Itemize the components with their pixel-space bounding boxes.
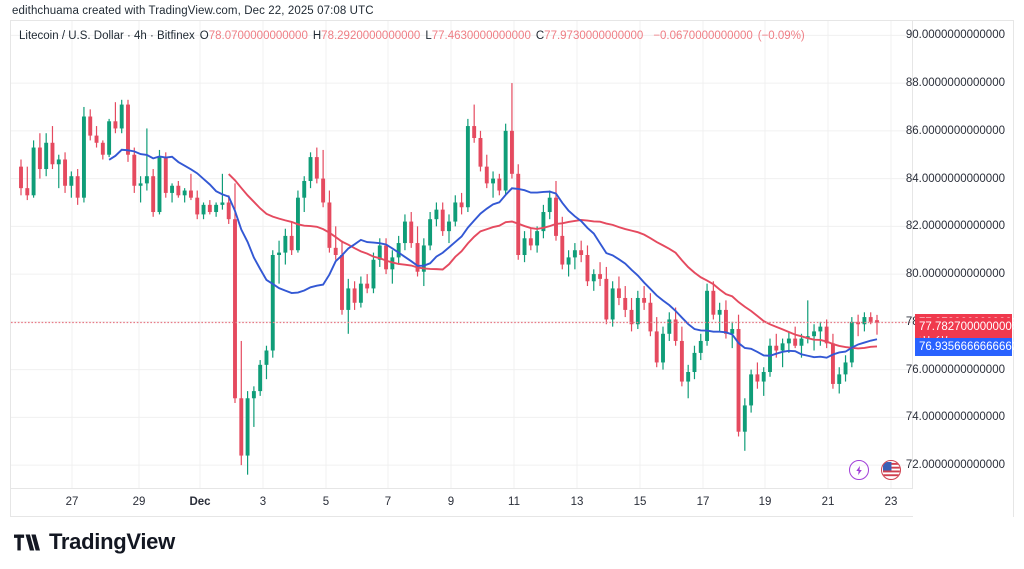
ma50-line — [228, 173, 878, 350]
price-tick-label: 80.0000000000000 — [905, 268, 1005, 281]
change-percent: (−0.09%) — [757, 30, 805, 42]
time-tick-label: Dec — [189, 496, 211, 508]
time-tick-label: 19 — [758, 496, 772, 508]
ma21-line — [108, 148, 878, 359]
ma21-price-badge: 76.9356666666662 — [915, 338, 1018, 357]
grid-lines — [11, 21, 913, 489]
time-tick-label: 7 — [384, 496, 392, 508]
time-tick-label: 11 — [508, 496, 520, 508]
attribution-text: edithchuama created with TradingView.com… — [12, 5, 374, 17]
candlestick-series — [19, 83, 879, 475]
us-flag-icon[interactable] — [881, 460, 901, 480]
chart-plot-area[interactable]: Litecoin / U.S. Dollar · 4h · Bitfinex O7… — [11, 21, 913, 489]
time-tick-label: 13 — [570, 496, 584, 508]
high-prefix: H — [312, 30, 322, 42]
price-tick-label: 84.0000000000000 — [905, 172, 1005, 185]
price-tick-label: 82.0000000000000 — [905, 220, 1005, 233]
change-absolute: −0.0670000000000 — [653, 30, 753, 42]
time-tick-label: 5 — [322, 496, 330, 508]
price-tick-label: 88.0000000000000 — [905, 77, 1005, 90]
time-tick-label: 21 — [821, 496, 835, 508]
chart-corner-icons — [849, 460, 901, 480]
tradingview-wordmark: TradingView — [49, 529, 175, 554]
time-tick-label: 29 — [132, 496, 146, 508]
time-tick-label: 17 — [696, 496, 710, 508]
candlestick-plot — [11, 21, 913, 489]
low-prefix: L — [425, 30, 432, 42]
time-tick-label: 9 — [447, 496, 455, 508]
price-tick-label: 72.0000000000000 — [905, 459, 1005, 472]
ohlc-legend: Litecoin / U.S. Dollar · 4h · Bitfinex O7… — [19, 29, 805, 43]
lightning-bolt-icon[interactable] — [849, 460, 869, 480]
time-tick-label: 23 — [884, 496, 898, 508]
time-tick-label: 27 — [65, 496, 79, 508]
close-prefix: C — [535, 30, 545, 42]
time-tick-label: 15 — [633, 496, 647, 508]
symbol-label[interactable]: Litecoin / U.S. Dollar · 4h · Bitfinex — [19, 30, 195, 42]
high-value: 78.2920000000000 — [321, 30, 421, 42]
price-axis[interactable]: 90.0000000000000 88.0000000000000 86.00000… — [906, 21, 1018, 517]
tradingview-logo-icon — [14, 534, 40, 550]
price-tick-label: 74.0000000000000 — [905, 411, 1005, 424]
time-axis[interactable]: 27 29 Dec 3 5 7 9 11 13 15 17 19 21 23 — [11, 488, 913, 516]
price-tick-label: 76.0000000000000 — [905, 363, 1005, 376]
time-tick-label: 3 — [259, 496, 267, 508]
open-value: 78.0700000000000 — [208, 30, 308, 42]
low-value: 77.4630000000000 — [431, 30, 531, 42]
price-tick-label: 90.0000000000000 — [905, 29, 1005, 42]
ma50-price-badge: 77.7827000000000 — [915, 318, 1018, 337]
close-value: 77.9730000000000 — [544, 30, 644, 42]
open-prefix: O — [199, 30, 209, 42]
tradingview-footer: TradingView — [14, 529, 175, 555]
price-tick-label: 86.0000000000000 — [905, 124, 1005, 137]
chart-frame: Litecoin / U.S. Dollar · 4h · Bitfinex O7… — [10, 20, 1018, 517]
